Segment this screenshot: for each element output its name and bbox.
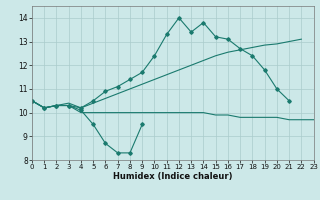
X-axis label: Humidex (Indice chaleur): Humidex (Indice chaleur) — [113, 172, 233, 181]
